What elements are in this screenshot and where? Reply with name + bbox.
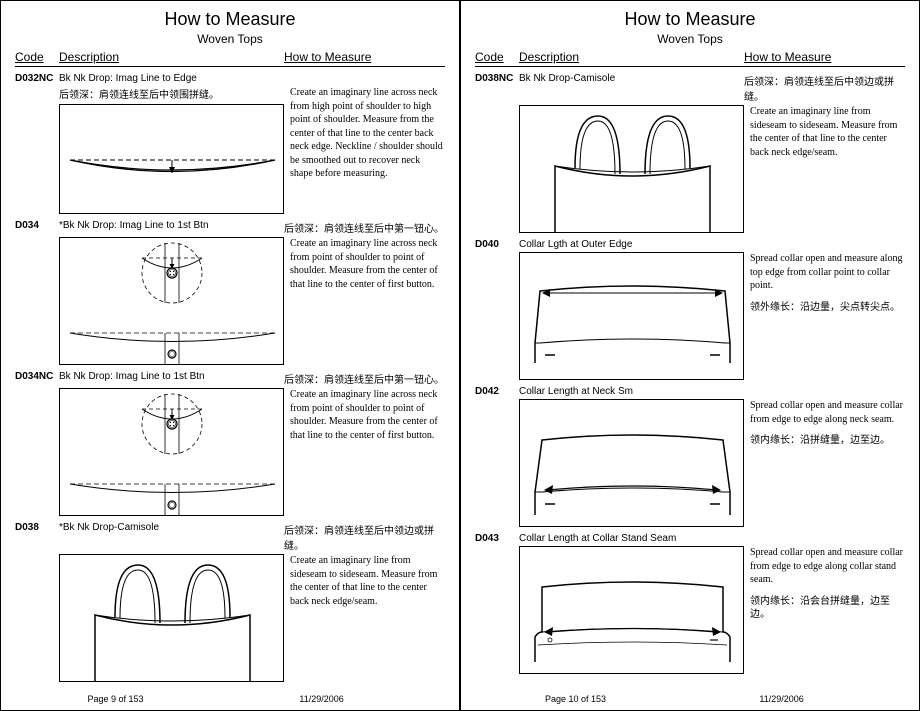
- diagram: [519, 105, 744, 233]
- entry-desc: *Bk Nk Drop: Imag Line to 1st Btn: [59, 220, 284, 231]
- entry-code: D038NC: [475, 73, 519, 84]
- entry: D038 *Bk Nk Drop-Camisole 后领深：肩领连线至后中领边或…: [15, 522, 445, 682]
- entry-text: Spread collar open and measure collar fr…: [744, 546, 905, 674]
- entry: D038NC Bk Nk Drop-Camisole 后领深：肩领连线至后中领边…: [475, 73, 905, 233]
- entry: D034 *Bk Nk Drop: Imag Line to 1st Btn 后…: [15, 220, 445, 365]
- page-right: How to Measure Woven Tops Code Descriptio…: [460, 0, 920, 711]
- entry-chinese-after: 领内缘长：沿会台拼缝量，边至边。: [750, 595, 905, 622]
- entry-chinese-after: 领外缘长：沿边量，尖点转尖点。: [750, 301, 905, 315]
- entry-code: D040: [475, 239, 519, 250]
- entry-code: D034: [15, 220, 59, 231]
- page-subtitle: Woven Tops: [475, 32, 905, 46]
- entry-desc: *Bk Nk Drop-Camisole: [59, 522, 284, 533]
- entry-desc: Collar Length at Neck Sm: [519, 386, 744, 397]
- entry-text: Spread collar open and measure collar fr…: [744, 399, 905, 527]
- diagram: [519, 546, 744, 674]
- header-code: Code: [475, 50, 519, 64]
- entry-text: Create an imaginary line across neck fro…: [284, 86, 445, 214]
- entry-desc: Bk Nk Drop-Camisole: [519, 73, 744, 84]
- sheet: How to Measure Woven Tops Code Descriptio…: [0, 0, 920, 711]
- entry-desc: Collar Length at Collar Stand Seam: [519, 533, 744, 544]
- page-left: How to Measure Woven Tops Code Descriptio…: [0, 0, 460, 711]
- footer-page: Page 9 of 153: [1, 694, 230, 704]
- diagram: [59, 554, 284, 682]
- entry-chinese: 后领深：肩领连线至后中第一钮心。: [284, 220, 445, 235]
- header-desc: Description: [519, 50, 744, 64]
- header-desc: Description: [59, 50, 284, 64]
- header-how: How to Measure: [744, 50, 905, 64]
- entry: D040 Collar Lgth at Outer Edge Spread co…: [475, 239, 905, 380]
- footer-page: Page 10 of 153: [461, 694, 690, 704]
- entry-code: D032NC: [15, 73, 59, 84]
- entry: D042 Collar Length at Neck Sm Spread col…: [475, 386, 905, 527]
- entry-code: D038: [15, 522, 59, 533]
- diagram: 后领深：肩领连线至后中领围拼缝。: [59, 86, 284, 214]
- page-title: How to Measure: [15, 9, 445, 30]
- entry-text: Create an imaginary line across neck fro…: [284, 237, 445, 365]
- entry-text: Create an imaginary line from sideseam t…: [744, 105, 905, 233]
- diagram: [519, 399, 744, 527]
- entry-desc: Collar Lgth at Outer Edge: [519, 239, 744, 250]
- column-headers: Code Description How to Measure: [15, 50, 445, 67]
- entry-code: D034NC: [15, 371, 59, 382]
- footer-date: 11/29/2006: [230, 694, 413, 704]
- entry-code: D042: [475, 386, 519, 397]
- entry-text: Create an imaginary line across neck fro…: [284, 388, 445, 516]
- footer-date: 11/29/2006: [690, 694, 873, 704]
- entry-chinese: 后领深：肩领连线至后中领边或拼缝。: [744, 73, 905, 103]
- entry-chinese: 后领深：肩领连线至后中领边或拼缝。: [284, 522, 445, 552]
- footer: Page 9 of 153 11/29/2006: [1, 694, 459, 704]
- entry-text: Create an imaginary line from sideseam t…: [284, 554, 445, 682]
- entry-text: Spread collar open and measure along top…: [744, 252, 905, 380]
- page-title: How to Measure: [475, 9, 905, 30]
- entry-chinese: 后领深：肩领连线至后中第一钮心。: [284, 371, 445, 386]
- entry-chinese-after: 领内缘长：沿拼缝量，边至边。: [750, 434, 905, 448]
- entry: D043 Collar Length at Collar Stand Seam …: [475, 533, 905, 674]
- diagram: [59, 237, 284, 365]
- entry: D034NC Bk Nk Drop: Imag Line to 1st Btn …: [15, 371, 445, 516]
- footer: Page 10 of 153 11/29/2006: [461, 694, 919, 704]
- entry-desc: Bk Nk Drop: Imag Line to Edge: [59, 73, 284, 84]
- diagram-chinese: 后领深：肩领连线至后中领围拼缝。: [59, 86, 284, 101]
- entry: D032NC Bk Nk Drop: Imag Line to Edge 后领深…: [15, 73, 445, 214]
- diagram: [519, 252, 744, 380]
- header-code: Code: [15, 50, 59, 64]
- page-subtitle: Woven Tops: [15, 32, 445, 46]
- entry-desc: Bk Nk Drop: Imag Line to 1st Btn: [59, 371, 284, 382]
- entry-code: D043: [475, 533, 519, 544]
- diagram: [59, 388, 284, 516]
- header-how: How to Measure: [284, 50, 445, 64]
- column-headers: Code Description How to Measure: [475, 50, 905, 67]
